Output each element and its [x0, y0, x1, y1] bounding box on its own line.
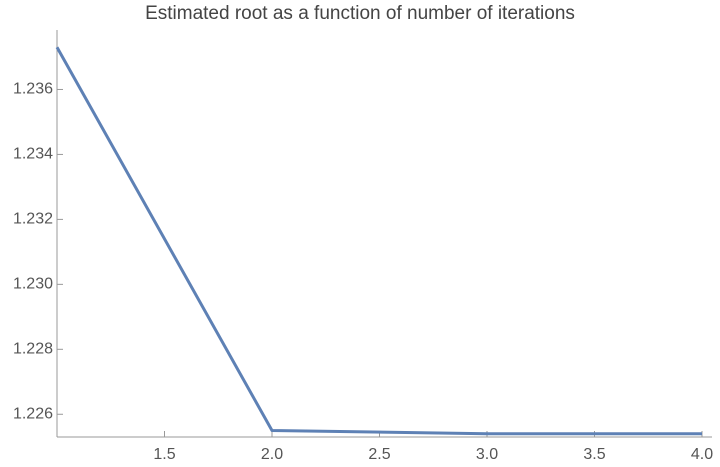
x-tick-label: 3.0	[476, 446, 498, 463]
chart-title: Estimated root as a function of number o…	[145, 3, 575, 24]
y-tick-label: 1.236	[13, 81, 53, 98]
data-line	[55, 46, 702, 436]
x-tick-label: 2.5	[368, 446, 390, 463]
y-tick-label: 1.228	[13, 341, 53, 358]
y-tick-label: 1.234	[13, 146, 53, 163]
y-tick-label: 1.230	[13, 276, 53, 293]
x-tick-label: 4.0	[691, 446, 713, 463]
x-tick-label: 3.5	[583, 446, 605, 463]
y-tick-label: 1.232	[13, 211, 53, 228]
y-tick-label: 1.226	[13, 405, 53, 422]
x-tick-label: 1.5	[153, 446, 175, 463]
x-tick-label: 2.0	[261, 446, 283, 463]
